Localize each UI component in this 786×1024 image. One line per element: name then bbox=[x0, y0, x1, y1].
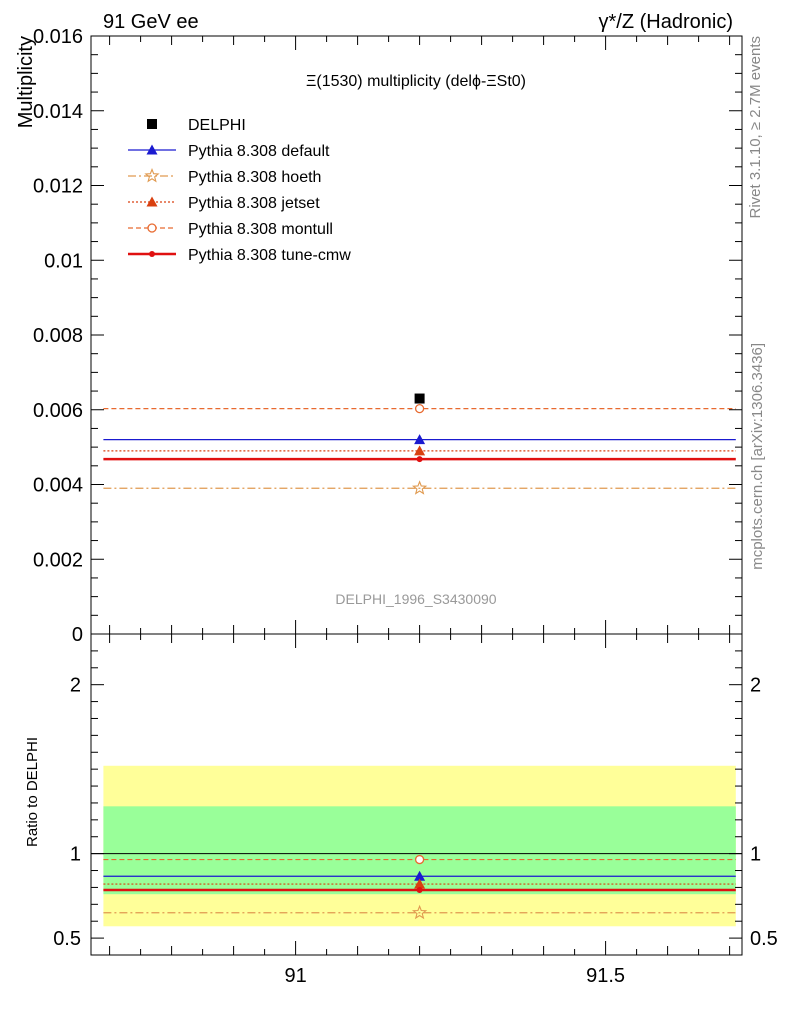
legend-marker-4 bbox=[147, 223, 157, 233]
ratio-y-tick-label: 0.5 bbox=[750, 928, 778, 950]
legend: DELPHI Pythia 8.308 default Pythia 8.308 h… bbox=[128, 117, 351, 264]
y-tick-label: 0.012 bbox=[33, 176, 83, 198]
series-marker-0 bbox=[414, 434, 426, 445]
y-tick-label: 0.008 bbox=[33, 325, 83, 347]
chart-title: Ξ(1530) multiplicity (delϕ-ΞSt0) bbox=[306, 73, 526, 90]
y-tick-label: 0 bbox=[72, 624, 83, 646]
ratio-marker-4 bbox=[416, 886, 423, 893]
rivet-label: Rivet 3.1.10, ≥ 2.7M events bbox=[747, 36, 764, 219]
legend-label-3: Pythia 8.308 jetset bbox=[188, 195, 320, 212]
y-tick-label: 0.006 bbox=[33, 400, 83, 422]
ratio-y-tick-label: 1 bbox=[750, 844, 761, 866]
axes: 0 0.002 0.004 0.006 0.008 0.01 0.012 0.014 0.016… bbox=[33, 26, 778, 987]
header-right: γ*/Z (Hadronic) bbox=[599, 11, 733, 33]
ratio-y-axis-title: Ratio to DELPHI bbox=[24, 737, 41, 847]
analysis-label: DELPHI_1996_S3430090 bbox=[335, 591, 496, 607]
ratio-y-tick-label: 1 bbox=[70, 844, 81, 866]
ratio-bands bbox=[91, 765, 742, 927]
legend-label-1: Pythia 8.308 default bbox=[188, 143, 330, 160]
header-left: 91 GeV ee bbox=[103, 11, 199, 33]
y-tick-label: 0.002 bbox=[33, 549, 83, 571]
y-axis-title: Multiplicity bbox=[15, 36, 37, 128]
data-point bbox=[414, 393, 425, 404]
legend-label-2: Pythia 8.308 hoeth bbox=[188, 169, 321, 186]
ratio-y-tick-label: 2 bbox=[750, 675, 761, 697]
y-tick-label: 0.004 bbox=[33, 475, 83, 497]
legend-marker-0 bbox=[147, 119, 157, 129]
legend-marker-2 bbox=[144, 167, 160, 183]
series-marker-1 bbox=[411, 480, 428, 495]
ratio-y-tick-label: 0.5 bbox=[53, 928, 81, 950]
series-marker-2 bbox=[414, 445, 426, 456]
y-tick-label: 0.014 bbox=[33, 101, 83, 123]
x-tick-label: 91.5 bbox=[586, 965, 625, 987]
series-marker-4 bbox=[416, 456, 423, 463]
legend-label-5: Pythia 8.308 tune-cmw bbox=[188, 247, 351, 264]
ratio-y-tick-label: 2 bbox=[70, 675, 81, 697]
series-marker-3 bbox=[414, 403, 425, 414]
ratio-marker-2 bbox=[414, 878, 426, 889]
legend-label-4: Pythia 8.308 montull bbox=[188, 221, 333, 238]
ratio-frame bbox=[90, 633, 743, 956]
legend-marker-5 bbox=[149, 251, 155, 257]
y-tick-label: 0.016 bbox=[33, 26, 83, 48]
mcplots-label: mcplots.cern.ch [arXiv:1306.3436] bbox=[749, 343, 766, 570]
legend-label-0: DELPHI bbox=[188, 117, 246, 134]
ratio-marker-1 bbox=[411, 904, 428, 920]
ratio-marker-3 bbox=[414, 854, 425, 865]
y-tick-label: 0.01 bbox=[44, 250, 83, 272]
series-markers bbox=[411, 393, 428, 920]
legend-marker-1 bbox=[146, 144, 158, 155]
x-tick-label: 91 bbox=[284, 965, 306, 987]
legend-marker-3 bbox=[146, 196, 158, 207]
ratio-marker-0 bbox=[414, 870, 426, 881]
